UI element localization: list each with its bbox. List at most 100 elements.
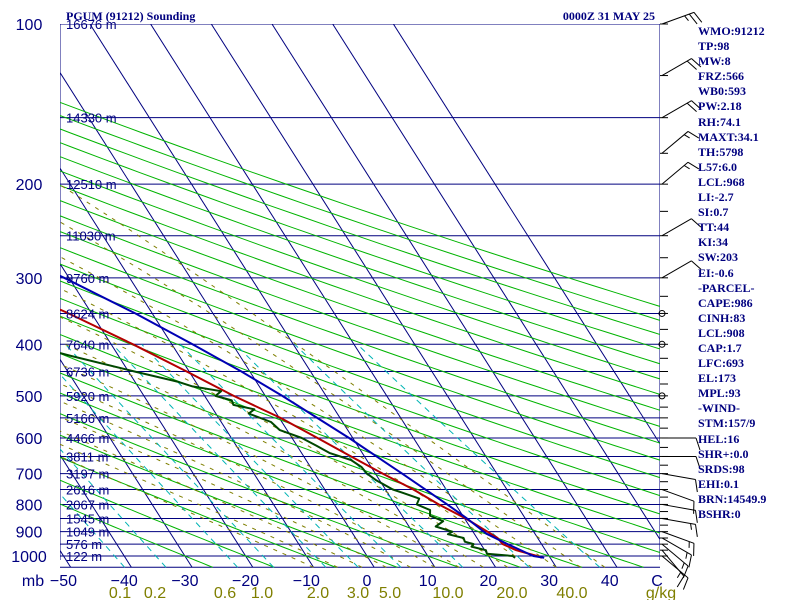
mixing-ratio-tick-label: 20.0 [496,585,527,600]
pressure-tick-label: 800 [16,497,43,514]
dry-adiabat [60,372,583,568]
height-label: 11030 m [66,229,116,244]
pressure-tick-label: 100 [16,17,43,34]
pressure-tick-label: 500 [16,389,43,406]
stat-item: CAPE:986 [698,295,753,310]
chart-title: PGUM (91212) Sounding [66,9,195,23]
mixing-ratio-line [141,343,359,568]
wind-barb [661,537,692,568]
stat-item: TP:98 [698,39,730,54]
wind-barb [661,218,702,237]
height-label: 576 m [66,537,102,552]
stat-item: CINH:83 [698,310,746,325]
temperature-tick-label: −30 [171,573,198,590]
mixing-ratio-tick-label: 0.1 [109,585,131,600]
isotherm-line [271,24,618,568]
height-label: 5920 m [66,389,109,404]
wind-barb [661,131,700,154]
mixing-ratio-tick-label: 1.0 [251,585,273,600]
mixing-ratio-tick-labels: 0.1 0.2 0.6 1.0 2.0 3.0 5.0 10.0 20.0 40.0 [109,585,588,600]
dewpoint-curve [60,352,516,559]
dry-adiabat [60,333,660,554]
height-labels: 16676 m 14330 m 12510 m 11030 m 9760 m 8624 m… [66,17,117,564]
height-label: 16676 m [66,17,117,32]
stat-item: STM:157/9 [698,416,756,431]
temperature-tick-label: 40 [601,573,619,590]
height-label: 2067 m [66,497,109,512]
moist-adiabat [60,341,484,568]
pressure-tick-label: 1000 [11,549,47,566]
moist-adiabat [60,287,533,568]
wind-barb [661,531,695,556]
pressure-tick-label: 200 [16,177,43,194]
stat-item: LCL:968 [698,174,745,189]
stat-item: EHI:0.1 [698,476,740,491]
dry-adiabat [60,280,660,497]
isotherm-line [210,24,557,568]
mixing-ratio-tick-label: 10.0 [432,585,463,600]
stat-item: EI:-0.6 [698,265,734,280]
stat-item: SW:203 [698,250,739,265]
mixing-ratio-unit-label: g/kg [646,585,676,600]
wind-barb [661,161,700,185]
moist-adiabat [60,430,363,568]
temperature-tick-label: 30 [540,573,558,590]
mixing-ratio-tick-label: 0.6 [214,585,236,600]
height-label: 9760 m [66,271,109,286]
stat-item: BSHR:0 [698,507,741,521]
stat-item: HEL:16 [698,431,740,446]
stat-item: FRZ:566 [698,69,744,84]
wind-barb [661,555,689,590]
mixing-ratio-tick-label: 5.0 [379,585,401,600]
chart-time: 0000Z 31 MAY 25 [563,9,655,23]
dry-adiabat [60,263,660,479]
pressure-tick-label: 300 [16,271,43,288]
wind-barb [661,503,698,523]
wind-barb [661,517,698,537]
wind-barb [661,489,695,514]
height-label: 3811 m [66,450,108,465]
mixing-ratio-tick-label: 3.0 [347,585,369,600]
height-label: 3197 m [66,467,109,482]
wind-barb [662,455,701,469]
wind-barb [662,437,701,451]
isotherm-line [60,262,254,568]
wind-barb [661,473,698,493]
dry-adiabat [60,247,660,461]
mixing-ratio-line [356,343,601,568]
mixing-ratio-line [65,343,275,568]
dry-adiabat [60,170,660,380]
pressure-tick-labels: 100 200 300 400 500 600 700 800 900 1000 [11,17,47,566]
isotherm-line [60,453,132,568]
height-label: 1545 m [66,512,109,527]
dry-adiabat [60,215,660,427]
pressure-unit-label: mb [22,573,44,590]
stat-item: RH:74.1 [698,114,741,129]
stat-item: SRDS:98 [698,461,745,476]
wind-barb [661,543,689,578]
height-label: 8624 m [66,306,109,321]
moist-adiabat [60,184,606,568]
temperature-tick-label: 0 [363,573,372,590]
dry-adiabat [60,434,398,568]
temperature-tick-label: −20 [232,573,259,590]
dry-adiabat [60,352,644,568]
temperature-tick-label: −40 [111,573,138,590]
stat-item: TT:44 [698,220,730,235]
moist-adiabat [60,455,314,568]
height-label: 5166 m [66,411,109,426]
wind-barb [661,100,702,119]
isotherm-line [332,24,660,541]
stat-item: EL:173 [698,371,737,386]
height-label: 6736 m [66,365,109,380]
stat-item: -PARCEL- [698,280,755,295]
dry-adiabat [60,114,660,321]
height-label: 7640 m [66,337,109,352]
height-label: 1049 m [66,525,109,540]
isotherm-line [392,24,660,445]
isotherm-line [60,167,314,568]
mixing-ratio-line [112,343,327,568]
pressure-tick-label: 400 [16,337,43,354]
dry-adiabat [60,101,660,307]
sounding-curves [60,274,545,559]
